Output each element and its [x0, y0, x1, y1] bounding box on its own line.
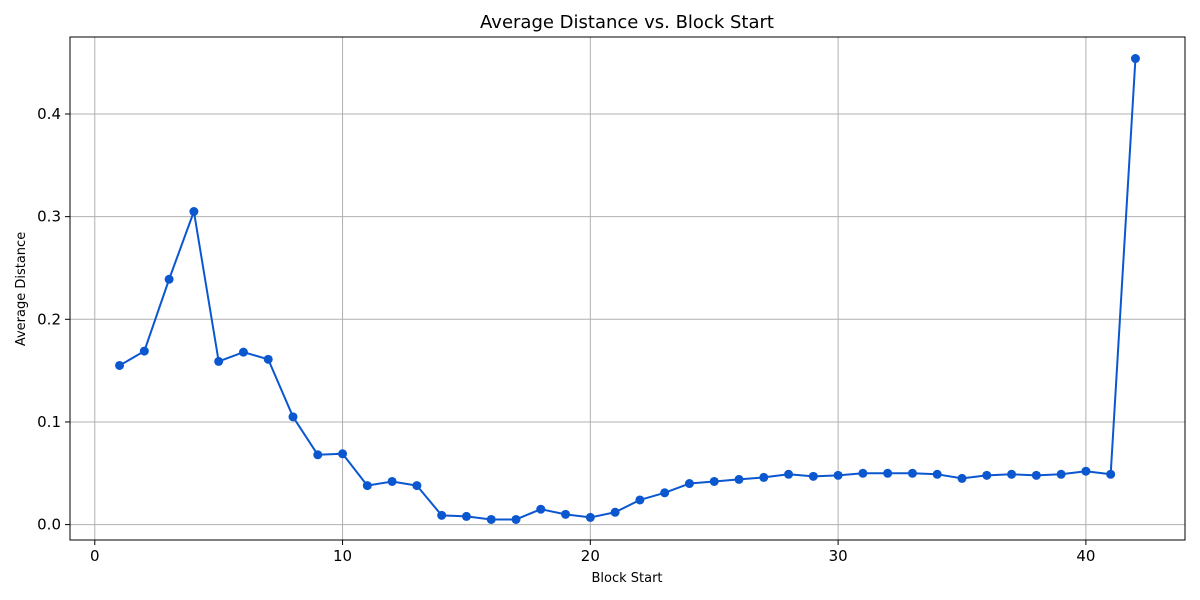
data-point [784, 469, 794, 479]
x-tick-label: 30 [829, 547, 848, 565]
y-tick-label: 0.2 [37, 310, 61, 328]
data-point [486, 514, 496, 524]
x-tick-label: 0 [90, 547, 100, 565]
data-point [660, 488, 670, 498]
data-point [387, 476, 397, 486]
data-point [907, 468, 917, 478]
data-point [139, 346, 149, 356]
data-point [932, 469, 942, 479]
x-tick-label: 20 [581, 547, 600, 565]
data-point [561, 509, 571, 519]
data-point [1106, 469, 1116, 479]
data-point [338, 449, 348, 459]
x-tick-label: 10 [333, 547, 352, 565]
data-point [759, 472, 769, 482]
data-point [833, 470, 843, 480]
data-point [1130, 54, 1140, 64]
data-point [610, 507, 620, 517]
axis-ticks: 0 10 20 30 40 0.0 0.1 0.2 0.3 0.4 [37, 105, 1095, 565]
grid-lines [70, 37, 1185, 540]
series-layer [115, 54, 1140, 524]
x-axis-label: Block Start [591, 571, 662, 586]
y-tick-label: 0.0 [37, 516, 61, 534]
data-point [362, 481, 372, 491]
data-point [214, 356, 224, 366]
x-tick-label: 40 [1076, 547, 1095, 565]
data-point [684, 479, 694, 489]
data-point [115, 360, 125, 370]
data-point [437, 510, 447, 520]
data-point [734, 474, 744, 484]
data-point [238, 347, 248, 357]
data-point [164, 274, 174, 284]
data-point [461, 511, 471, 521]
data-point [957, 473, 967, 483]
chart-title: Average Distance vs. Block Start [480, 12, 774, 33]
data-point [1007, 469, 1017, 479]
series-line [119, 58, 1137, 521]
data-point [288, 412, 298, 422]
data-point [709, 476, 719, 486]
data-point [1031, 470, 1041, 480]
data-point [858, 468, 868, 478]
data-point [585, 512, 595, 522]
data-point [412, 481, 422, 491]
y-tick-label: 0.4 [37, 105, 61, 123]
plot-frame [69, 36, 1186, 541]
data-point [313, 450, 323, 460]
data-point [1081, 466, 1091, 476]
y-tick-label: 0.1 [37, 413, 61, 431]
data-point [263, 354, 273, 364]
data-point [808, 471, 818, 481]
y-axis-label: Average Distance [14, 232, 29, 346]
data-point [536, 504, 546, 514]
data-point [635, 495, 645, 505]
data-point [189, 207, 199, 217]
y-tick-label: 0.3 [37, 208, 61, 226]
data-point [982, 470, 992, 480]
data-point [883, 468, 893, 478]
data-point [511, 514, 521, 524]
data-point [1056, 469, 1066, 479]
